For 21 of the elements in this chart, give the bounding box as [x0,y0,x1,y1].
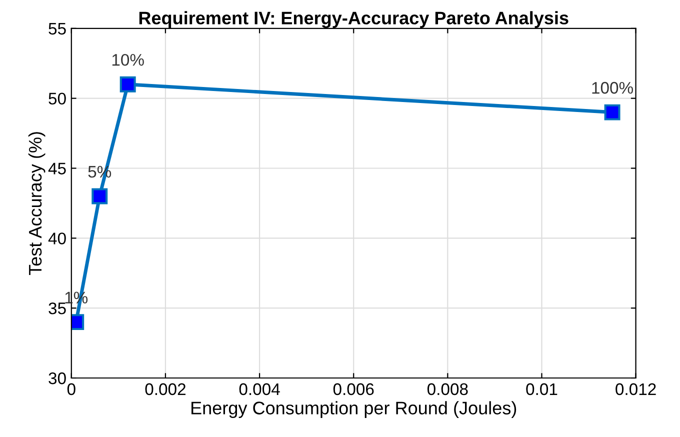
y-tick-label: 30 [48,372,66,384]
y-tick-label: 50 [48,92,66,105]
annotation: 10% [112,54,144,66]
x-tick-label: 0.006 [333,383,374,396]
y-tick-label: 35 [48,302,66,314]
y-tick-label: 45 [48,162,66,174]
chart-title: Requirement IV: Energy-Accuracy Pareto Analysis [139,11,568,28]
point [604,104,620,120]
x-axis-title: Energy Consumption per Round (Joules) [192,401,516,418]
point [92,188,108,204]
y-axis-title: Test Accuracy (%) [28,132,46,276]
x-tick-label: 0.008 [427,383,468,396]
x-tick-label: 0.012 [616,383,656,396]
y-tick-label: 40 [48,232,66,244]
y-tick-label: 55 [48,22,66,35]
point [120,76,136,92]
x-tick-label: 0 [67,383,76,396]
x-tick-label: 0.002 [145,383,186,396]
annotation: 100% [592,82,634,94]
x-tick-label: 0.01 [526,383,558,396]
x-tick-label: 0.004 [239,383,280,396]
